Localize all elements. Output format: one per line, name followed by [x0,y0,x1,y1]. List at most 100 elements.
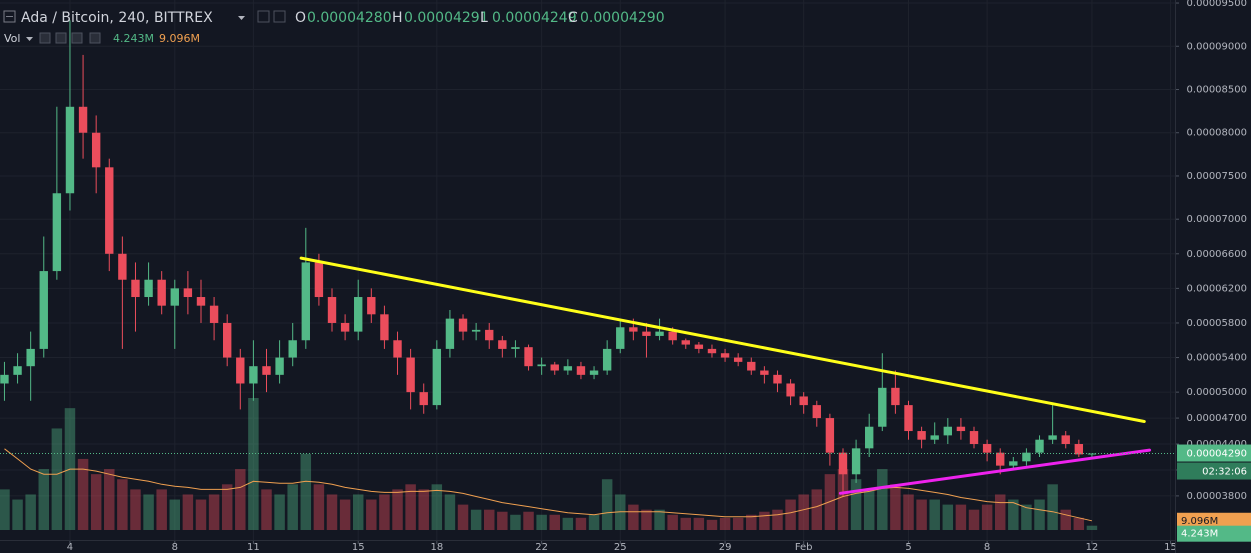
x-tick-label: 8 [984,542,990,553]
y-tick-label: 0.00007500 [1187,171,1247,182]
symbol-title[interactable]: Ada / Bitcoin, 240, BITTREX [21,10,213,26]
candle-body [52,193,62,272]
candle-body [236,357,245,384]
volume-bar [562,517,574,530]
volume-ma-line [4,448,1093,522]
y-tick-label: 0.00007000 [1187,214,1247,225]
volume-dropdown[interactable] [26,37,33,41]
toolbar-icon[interactable] [257,10,270,23]
volume-bar [523,511,534,530]
x-tick-label: Feb [795,542,813,553]
toolbar-icon[interactable] [55,32,67,44]
x-tick-label: 15 [352,542,365,553]
candle-body [878,387,887,427]
volume-legend-name[interactable]: Vol [4,32,20,45]
volume-bar [942,504,954,530]
candle-body [838,452,848,475]
candle-body [917,431,926,440]
candle-body [1061,435,1070,445]
candle-body [616,327,625,349]
volume-bar [667,514,678,530]
volume-bar [850,479,862,530]
volume-ma-value: 9.096M [159,32,200,45]
volume-bar [1060,509,1071,530]
candle-body [720,353,730,358]
volume-bar [1073,517,1085,530]
candle-body [118,253,127,280]
x-tick-label: 11 [247,542,260,553]
volume-bar [352,494,364,530]
candle-body [668,331,677,341]
candle-body [432,348,442,406]
y-tick-label: 0.00004700 [1187,413,1247,424]
candle-body [681,340,690,345]
volume-bar [169,499,181,530]
candle-body [707,348,717,354]
toolbar-icon[interactable] [273,10,286,23]
volume-bar [497,511,508,530]
candle-body [982,444,992,453]
volume-bar [117,479,128,530]
volume-bar [759,511,770,530]
candle-body [747,361,756,371]
candle-body [13,366,22,375]
candle-body [222,322,232,358]
candle-body [576,366,586,375]
volume-bar [195,499,207,530]
volume-bar [143,494,154,530]
x-tick-label: 4 [67,542,73,553]
candle-body [655,331,664,336]
volume-bar [90,474,102,530]
toolbar-icon[interactable] [89,32,101,44]
volume-bar [379,494,390,530]
volume-bar [418,489,429,530]
symbol-dropdown[interactable] [238,16,245,20]
volume-bar [916,499,927,530]
toolbar-icon[interactable] [39,32,51,44]
candle-body [0,374,9,384]
volume-bar [1086,525,1098,530]
x-tick-label: 25 [614,542,627,553]
candle-body [367,297,376,315]
candle-body [550,364,559,371]
volume-bar [12,499,23,530]
volume-bar [706,519,718,530]
candle-body [275,357,284,375]
candle-body [786,383,795,397]
candle-body [419,392,428,406]
candle-body [301,262,310,341]
candle-body [380,314,389,341]
volume-bar [431,484,443,530]
y-tick-label: 0.00009500 [1187,0,1247,9]
volume-bar [732,517,744,530]
volume-bar [968,509,980,530]
volume-bar [746,514,757,530]
volume-bar [719,517,731,530]
volume-value: 4.243M [113,32,154,45]
ohlc-value: 0.00004291 [404,10,489,26]
candle-body [393,340,402,358]
volume-bar [549,514,560,530]
candle-body [511,347,520,349]
candle-body [904,405,913,432]
volume-bar [221,484,233,530]
volume-bar [235,469,246,530]
candle-body [65,106,75,194]
candle-body [249,366,258,384]
volume-bar [130,489,141,530]
volume-bar [628,504,639,530]
candle-body [799,396,808,406]
candle-body [262,366,271,375]
candle-body [996,452,1005,466]
volume-bar [877,469,888,530]
collapse-icon[interactable] [3,10,16,23]
volume-bar [77,458,89,530]
volume-bar [1047,484,1058,530]
candle-body [825,418,835,453]
volume-label: 4.243M [1181,529,1218,540]
volume-bar [615,494,626,530]
toolbar-icon[interactable] [71,32,83,44]
candle-body [773,374,782,384]
candle-body [1074,444,1084,455]
volume-ma-box [1177,512,1251,529]
